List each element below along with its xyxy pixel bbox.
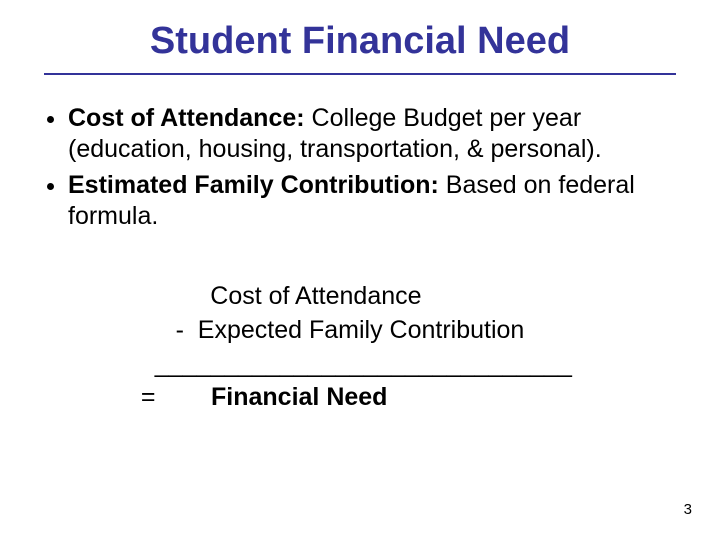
equation-line-minus-efc: - Expected Family Contribution: [120, 314, 720, 348]
equation-equals-prefix: =: [120, 383, 211, 411]
bullet-bold: Cost of Attendance:: [68, 104, 305, 132]
slide: Student Financial Need Cost of Attendanc…: [0, 0, 720, 540]
page-number: 3: [684, 501, 692, 518]
equation-line-cost: Cost of Attendance: [120, 280, 720, 314]
equation-divider: ______________________________: [120, 348, 720, 382]
list-item: Cost of Attendance: College Budget per y…: [68, 103, 670, 166]
equation-result-bold: Financial Need: [211, 383, 387, 411]
list-item: Estimated Family Contribution: Based on …: [68, 170, 670, 233]
slide-title: Student Financial Need: [44, 0, 676, 75]
equation-block: Cost of Attendance - Expected Family Con…: [120, 280, 720, 415]
bullet-list: Cost of Attendance: College Budget per y…: [0, 103, 720, 232]
bullet-bold: Estimated Family Contribution:: [68, 171, 439, 199]
equation-line-result: = Financial Need: [120, 381, 720, 415]
